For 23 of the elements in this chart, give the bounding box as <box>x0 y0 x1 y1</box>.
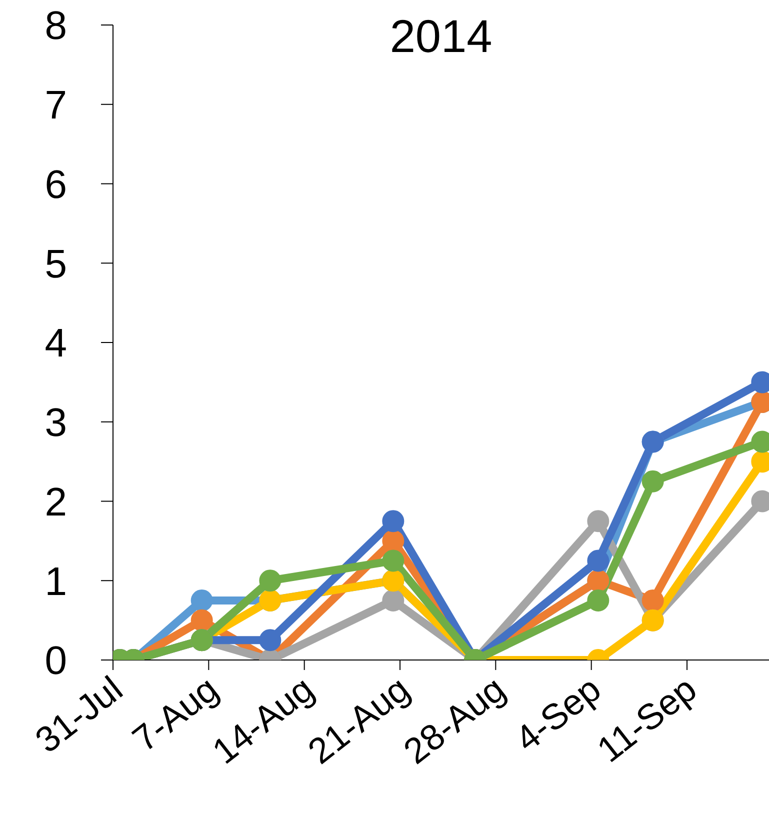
y-tick-label: 7 <box>44 84 67 128</box>
point <box>587 589 610 612</box>
y-tick-label: 8 <box>44 4 67 48</box>
chart-title: 2014 <box>388 9 494 64</box>
point <box>642 470 664 492</box>
y-tick-label: 3 <box>44 401 67 446</box>
y-tick-label: 4 <box>44 322 67 366</box>
y-tick-label: 1 <box>44 560 67 604</box>
point <box>382 589 404 612</box>
y-tick-label: 0 <box>44 639 67 684</box>
point <box>190 609 213 632</box>
point <box>382 550 404 572</box>
y-tick-label: 5 <box>44 242 67 286</box>
point <box>587 510 610 532</box>
point <box>587 550 610 572</box>
point <box>190 589 213 612</box>
point <box>642 589 664 612</box>
point <box>382 510 404 532</box>
y-tick-label: 6 <box>44 162 67 207</box>
point <box>259 629 282 652</box>
point <box>382 530 404 552</box>
y-tick-label: 2 <box>44 480 67 524</box>
point <box>259 570 282 592</box>
